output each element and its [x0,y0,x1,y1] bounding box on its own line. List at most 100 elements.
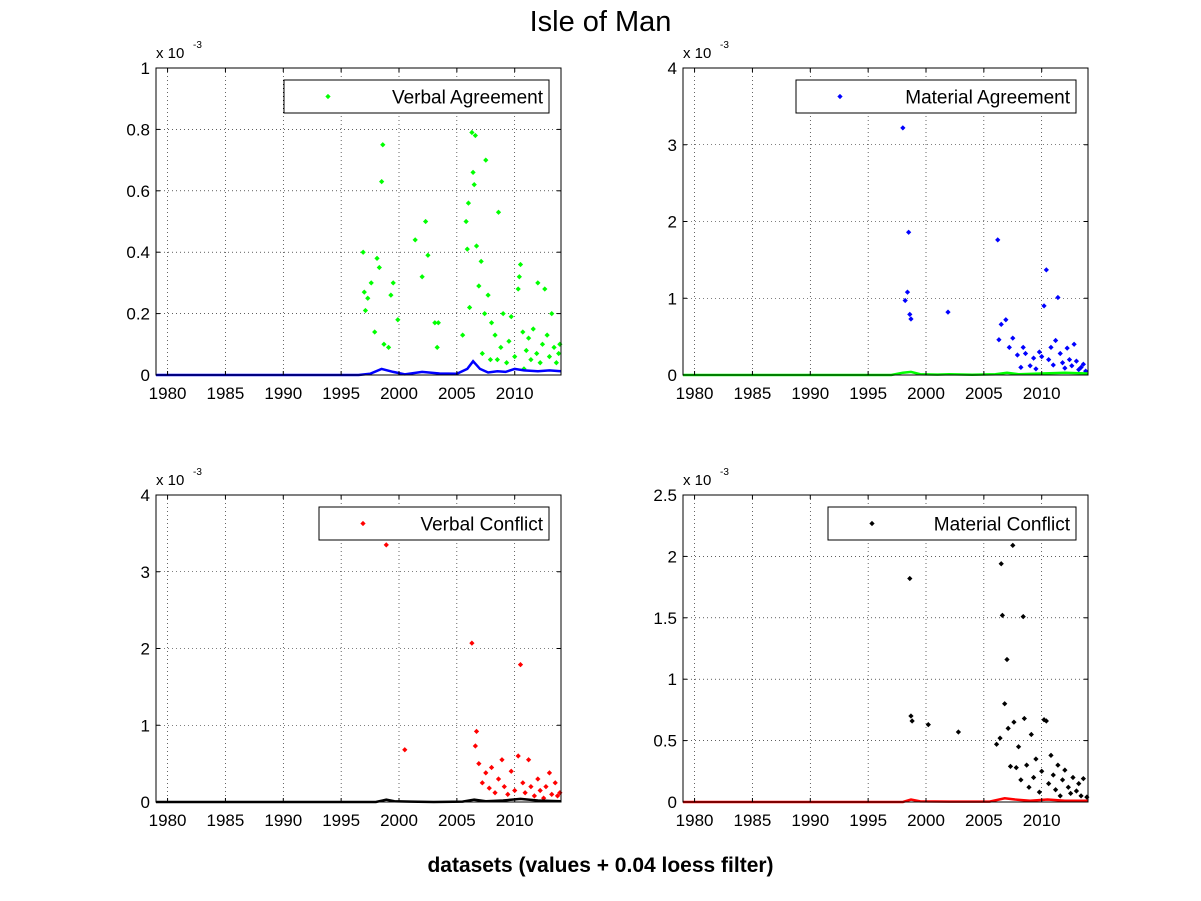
data-point [530,326,536,332]
data-point [1015,744,1022,750]
x-tick-label: 1985 [207,384,245,403]
data-point [1080,361,1086,367]
data-point [1018,777,1024,783]
y-tick-label: 2 [141,640,150,659]
loess-line [683,797,1088,804]
data-point [999,612,1005,618]
data-point [909,718,915,724]
data-point [379,178,385,185]
data-point [900,125,906,131]
data-point [925,722,931,728]
data-point [1066,357,1073,363]
data-point [383,542,389,548]
legend-box [283,79,550,114]
data-point [1064,345,1070,351]
subplot-material-agreement: 1980 1985 1990 1995 2000 2005 2010 0 1 2 3 4 x 10 -3 M… [668,40,1089,403]
data-point [995,237,1001,243]
data-point [516,274,522,280]
y-tick-label: 1 [141,59,150,78]
data-point [556,350,562,357]
x-tick-label: 1980 [676,384,714,403]
y-tick-label: 2 [668,547,677,566]
data-point [419,274,425,280]
x-tick-label: 1990 [791,384,829,403]
data-point [1050,772,1056,778]
legend-box [318,506,550,541]
data-point [372,329,378,335]
data-point [512,787,518,794]
x-tick-label: 2005 [438,384,476,403]
data-point [1070,774,1076,781]
data-point [535,280,541,286]
data-point [528,784,534,790]
data-point [1027,363,1033,369]
data-point [1059,360,1066,366]
data-point [908,713,914,719]
data-point [542,286,548,292]
data-point [381,341,387,347]
data-point [1036,349,1043,355]
x-tick-label: 1985 [207,811,245,830]
y-tick-label: 3 [668,136,677,155]
legend-label: Material Agreement [905,88,1070,109]
data-point [498,344,504,350]
data-point [385,344,392,350]
data-point [553,360,559,366]
data-point [1014,352,1021,358]
data-point [1021,715,1027,722]
data-point [1026,784,1032,790]
data-point [478,258,484,265]
data-point [476,283,482,289]
legend-marker [360,520,366,527]
data-point [1006,344,1012,350]
data-point [466,304,473,311]
y-exponent-power: -3 [720,40,729,51]
data-point [380,142,386,148]
data-point [904,289,911,295]
x-tick-label: 1990 [264,811,302,830]
x-tick-label: 1980 [149,811,187,830]
y-exponent-power: -3 [720,467,729,478]
y-exponent-label: x 10 [156,45,184,62]
loess-line [156,359,562,377]
data-point [523,347,529,354]
legend-label: Verbal Agreement [392,88,544,109]
y-exponent-label: x 10 [683,45,711,62]
data-point [906,229,912,235]
data-point [492,332,498,338]
data-point [479,350,485,357]
data-point [1052,337,1059,344]
data-point [1055,294,1061,301]
data-point [512,353,518,360]
figure-caption: datasets (values + 0.04 loess filter) [427,854,774,877]
y-tick-label: 0.6 [126,182,150,201]
data-point [1028,731,1034,738]
x-tick-label: 1985 [734,384,772,403]
data-point [362,307,369,314]
data-point [434,344,440,350]
data-point [525,335,532,341]
data-point [1046,780,1052,787]
data-point [1007,763,1014,770]
data-point [902,297,908,304]
data-point [503,360,510,366]
data-point [486,785,492,791]
data-point [485,292,491,298]
data-point [1039,768,1045,774]
data-point [494,357,500,363]
data-point [1010,335,1016,341]
data-point [422,218,429,225]
y-tick-label: 0.4 [126,243,150,262]
y-exponent-power: -3 [193,467,202,478]
x-tick-label: 2000 [380,811,418,830]
data-point [374,255,380,261]
data-point [515,753,521,759]
x-tick-label: 2005 [438,811,476,830]
x-tick-label: 1995 [849,811,887,830]
data-point [472,132,478,139]
data-point [1041,717,1047,723]
data-point [1062,767,1068,773]
x-tick-label: 1990 [264,384,302,403]
data-point [517,261,524,268]
